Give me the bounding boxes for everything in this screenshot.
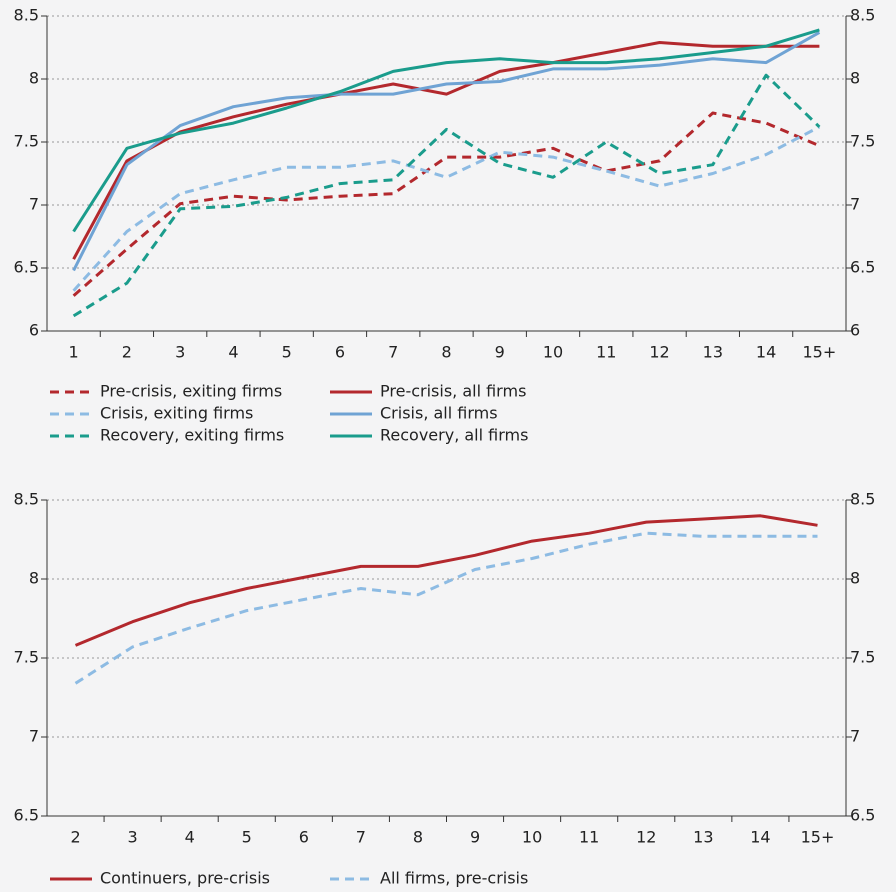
- x-tick-label: 7: [356, 828, 366, 847]
- x-tick-label: 13: [693, 828, 713, 847]
- legend-label: Pre-crisis, all firms: [380, 382, 526, 401]
- series-line: [72, 41, 820, 260]
- x-tick-label: 4: [185, 828, 195, 847]
- x-tick-label: 10: [543, 343, 563, 362]
- y-tick-label: 6.5: [14, 806, 39, 825]
- series-line: [74, 531, 818, 685]
- x-tick-label: 11: [596, 343, 616, 362]
- y-tick-label: 8: [29, 69, 39, 88]
- x-tick-label: 13: [703, 343, 723, 362]
- y2-tick-label: 6.5: [850, 258, 875, 277]
- y-tick-label: 6: [29, 321, 39, 340]
- y-tick-label: 7: [29, 727, 39, 746]
- x-tick-label: 15+: [802, 343, 836, 362]
- x-tick-label: 12: [649, 343, 669, 362]
- y-tick-label: 7.5: [14, 648, 39, 667]
- series-line: [72, 73, 821, 318]
- y-tick-label: 7: [29, 195, 39, 214]
- x-tick-label: 7: [388, 343, 398, 362]
- x-tick-label: 11: [579, 828, 599, 847]
- series-line: [72, 111, 820, 297]
- y2-tick-label: 7: [850, 195, 860, 214]
- y2-tick-label: 8: [850, 569, 860, 588]
- y2-tick-label: 7.5: [850, 132, 875, 151]
- y-tick-label: 6.5: [14, 258, 39, 277]
- x-tick-label: 6: [335, 343, 345, 362]
- y2-tick-label: 8: [850, 69, 860, 88]
- x-tick-label: 2: [70, 828, 80, 847]
- legend-label: Continuers, pre-crisis: [100, 869, 270, 888]
- x-tick-label: 5: [282, 343, 292, 362]
- x-tick-label: 4: [228, 343, 238, 362]
- series-line: [74, 514, 818, 647]
- y2-tick-label: 7: [850, 727, 860, 746]
- y2-tick-label: 7.5: [850, 648, 875, 667]
- legend-label: Pre-crisis, exiting firms: [100, 382, 282, 401]
- legend-label: Recovery, exiting firms: [100, 426, 284, 445]
- y2-tick-label: 6.5: [850, 806, 875, 825]
- x-tick-label: 9: [470, 828, 480, 847]
- x-tick-label: 3: [128, 828, 138, 847]
- y2-tick-label: 8.5: [850, 490, 875, 509]
- legend-label: Recovery, all firms: [380, 426, 528, 445]
- x-tick-label: 8: [441, 343, 451, 362]
- x-tick-label: 5: [242, 828, 252, 847]
- x-tick-label: 2: [122, 343, 132, 362]
- x-tick-label: 15+: [801, 828, 835, 847]
- y2-tick-label: 6: [850, 321, 860, 340]
- series-line: [72, 28, 820, 233]
- y2-tick-label: 8.5: [850, 6, 875, 25]
- y-tick-label: 7.5: [14, 132, 39, 151]
- x-tick-label: 1: [69, 343, 79, 362]
- x-tick-label: 12: [636, 828, 656, 847]
- legend-label: Crisis, all firms: [380, 404, 498, 423]
- y-tick-label: 8: [29, 569, 39, 588]
- x-tick-label: 10: [522, 828, 542, 847]
- x-tick-label: 14: [756, 343, 776, 362]
- series-line: [72, 125, 821, 292]
- series-line: [72, 31, 821, 272]
- x-tick-label: 8: [413, 828, 423, 847]
- legend-label: Crisis, exiting firms: [100, 404, 253, 423]
- y-tick-label: 8.5: [14, 490, 39, 509]
- y-tick-label: 8.5: [14, 6, 39, 25]
- x-tick-label: 9: [495, 343, 505, 362]
- x-tick-label: 3: [175, 343, 185, 362]
- legend-label: All firms, pre-crisis: [380, 869, 528, 888]
- x-tick-label: 6: [299, 828, 309, 847]
- x-tick-label: 14: [750, 828, 770, 847]
